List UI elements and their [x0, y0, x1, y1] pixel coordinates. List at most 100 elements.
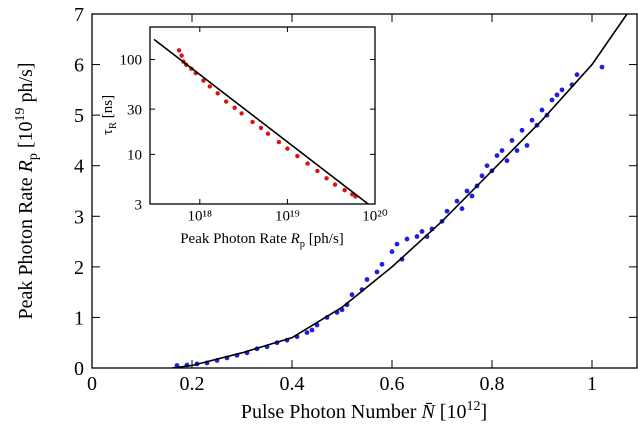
- y-tick-label: 30: [127, 102, 142, 118]
- point: [305, 161, 310, 166]
- point: [374, 269, 380, 275]
- axis-label-part: R: [15, 160, 37, 173]
- marks: [171, 14, 628, 368]
- point: [559, 87, 565, 93]
- point: [574, 72, 580, 78]
- axis-label-part: [ns]: [100, 95, 116, 122]
- point: [258, 125, 264, 131]
- axis-label: Peak Photon Rate Rp [ph/s]: [180, 231, 344, 250]
- axis-label-part: ph/s]: [15, 62, 37, 107]
- point: [484, 163, 490, 169]
- point: [469, 193, 475, 199]
- x-tick-label: 10¹⁸: [187, 209, 212, 225]
- point: [504, 158, 510, 164]
- point: [215, 91, 220, 96]
- point: [315, 168, 320, 174]
- point: [176, 48, 182, 53]
- plot-frame: [91, 13, 638, 369]
- y-tick-label: 3: [74, 206, 84, 228]
- point: [304, 330, 310, 335]
- axis-label-part: [10: [15, 121, 37, 153]
- y-tick-label: 2: [74, 257, 84, 279]
- y-tick-label: 4: [74, 156, 84, 178]
- point: [250, 119, 255, 125]
- y-tick-label: 5: [74, 105, 84, 127]
- fit-line: [171, 14, 628, 368]
- y-tick-label: 6: [74, 55, 84, 77]
- point: [276, 139, 282, 145]
- point: [389, 249, 395, 255]
- x-tick-label: 10²⁰: [362, 209, 388, 225]
- axis-label-part: [10: [435, 401, 467, 423]
- x-tick-label: 1: [587, 373, 597, 395]
- y-tick-label: 7: [74, 4, 84, 26]
- point: [464, 188, 470, 194]
- point: [364, 277, 370, 282]
- x-tick-label: 10¹⁹: [275, 209, 300, 225]
- axis-label-part: R: [290, 231, 300, 247]
- point: [342, 187, 347, 193]
- point: [419, 229, 425, 234]
- point: [379, 261, 385, 267]
- point: [265, 131, 271, 136]
- y-tick-label: 3: [135, 197, 143, 213]
- point: [309, 327, 315, 333]
- x-tick-label: 0.2: [180, 373, 205, 395]
- x-tick-label: 0.6: [380, 373, 405, 395]
- point: [459, 206, 465, 212]
- point: [201, 78, 206, 83]
- point: [519, 127, 525, 133]
- y-tick-label: 1: [74, 307, 84, 329]
- point: [539, 107, 545, 113]
- point: [239, 111, 244, 116]
- point: [285, 146, 290, 151]
- axis-label-part: p: [300, 239, 305, 250]
- marks: [153, 38, 370, 204]
- axis-label: τR [ns]: [100, 95, 119, 135]
- x-tick-label: 0.4: [280, 373, 305, 395]
- axis-label-part: Peak Photon Rate: [15, 172, 37, 319]
- axis-label-part: N̄: [420, 401, 436, 423]
- plot-frame: [149, 26, 376, 205]
- y-tick-label: 0: [74, 358, 84, 380]
- axis-label: Peak Photon Rate Rp [1019 ph/s]: [13, 62, 41, 319]
- axis-label-part: ]: [480, 401, 487, 423]
- axis-label-part: 19: [13, 107, 28, 121]
- point: [179, 53, 184, 58]
- point: [599, 64, 605, 70]
- axis-label-part: p: [26, 153, 41, 160]
- y-tick-label: 100: [120, 53, 143, 69]
- point: [394, 241, 400, 247]
- point: [295, 153, 300, 159]
- plot-area: [150, 27, 375, 204]
- point: [549, 97, 555, 103]
- point: [207, 84, 212, 89]
- point: [509, 138, 515, 143]
- point: [232, 105, 237, 110]
- point: [332, 182, 338, 187]
- point: [499, 148, 505, 153]
- point: [524, 143, 530, 148]
- point: [454, 198, 460, 204]
- axis-label-part: Pulse Photon Number: [241, 401, 422, 423]
- axis-label-part: Peak Photon Rate: [180, 231, 290, 247]
- axis-label-part: R: [108, 122, 119, 129]
- point: [554, 92, 560, 98]
- axis-label-part: [ph/s]: [305, 231, 344, 247]
- point: [223, 99, 229, 104]
- point: [414, 234, 420, 239]
- x-tick-label: 0.8: [480, 373, 505, 395]
- point: [514, 148, 520, 153]
- y-tick-label: 10: [127, 148, 142, 164]
- point: [349, 292, 355, 298]
- point: [529, 117, 535, 123]
- axis-label-part: 12: [466, 399, 480, 414]
- point: [494, 153, 500, 159]
- point: [404, 236, 410, 242]
- axis-label: Pulse Photon Number N̄ [1012]: [241, 399, 487, 423]
- axis-label-part: τ: [100, 129, 116, 135]
- x-tick-label: 0: [87, 373, 97, 395]
- point: [444, 208, 450, 214]
- point: [324, 176, 329, 181]
